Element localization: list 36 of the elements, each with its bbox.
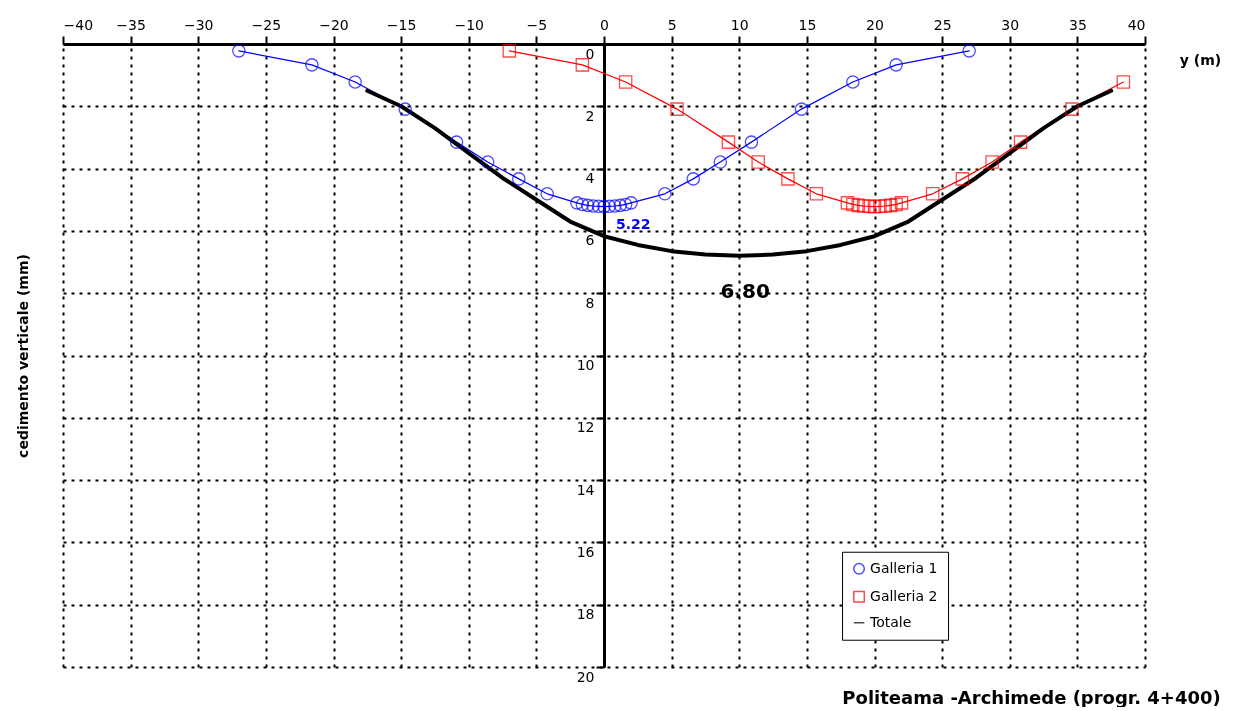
x-tick-label: 15: [798, 16, 817, 33]
x-tick-label: −10: [454, 16, 485, 33]
y-tick-label: 18: [576, 606, 595, 623]
x-tick-label: −40: [63, 16, 94, 33]
x-tick-label: 20: [866, 16, 884, 33]
x-tick-label: −15: [386, 16, 417, 33]
annotation: 5.22: [616, 215, 651, 232]
text: Politeama -Archimede (progr. 4+400): [842, 687, 1221, 708]
x-tick-label: 35: [1068, 16, 1087, 33]
x-tick-label: 0: [600, 16, 609, 33]
y-tick-label: 8: [585, 294, 595, 311]
y-tick-label: 6: [585, 232, 595, 249]
y-axis-title: cedimento verticale (mm): [14, 254, 31, 458]
x-tick-label: 30: [1001, 16, 1020, 33]
y-tick-label: 2: [585, 107, 595, 124]
y-tick-label: 12: [576, 419, 595, 436]
x-tick-label: −5: [526, 16, 548, 33]
x-tick-label: −35: [116, 16, 146, 33]
x-axis-title: y (m): [1179, 51, 1222, 68]
legend-label: Totale: [869, 613, 912, 630]
y-tick-label: 10: [576, 357, 595, 373]
x-tick-label: −25: [251, 16, 282, 33]
x-tick-label: 5: [667, 16, 677, 33]
annotation: 6.80: [720, 278, 770, 303]
y-tick-label: 16: [576, 543, 595, 560]
x-tick-label: 40: [1127, 16, 1146, 33]
legend-label: Galleria 1: [870, 559, 938, 576]
x-tick-label: −30: [183, 16, 214, 33]
x-tick-label: 10: [730, 16, 749, 33]
x-tick-label: 25: [933, 16, 952, 33]
y-tick-label: 20: [576, 668, 595, 685]
legend-label: Galleria 2: [870, 587, 938, 604]
y-tick-label: 14: [576, 481, 595, 498]
x-tick-label: −20: [319, 16, 349, 33]
y-tick-label: 4: [585, 170, 595, 187]
y-tick-label: 0: [585, 45, 595, 62]
